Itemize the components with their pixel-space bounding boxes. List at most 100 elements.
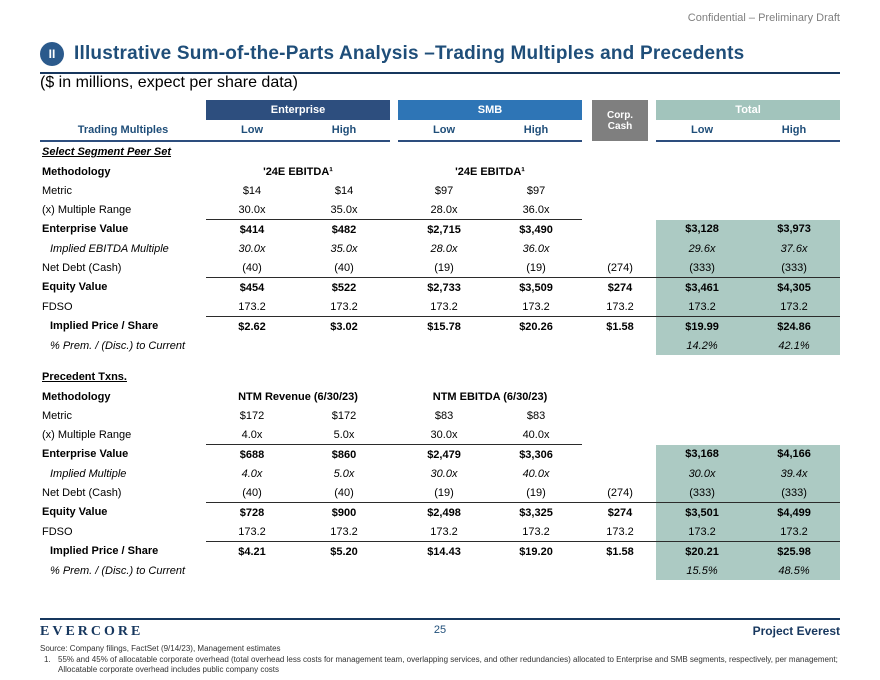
cell: $3,973 <box>748 219 841 239</box>
cell: 28.0x <box>430 203 458 216</box>
cell <box>390 387 398 406</box>
gap-cell <box>648 277 657 297</box>
cell: 15.5% <box>656 561 749 580</box>
cell: 48.5% <box>748 561 841 580</box>
units-note: ($ in millions, expect per share data) <box>40 74 298 91</box>
cell <box>206 561 298 580</box>
methodology-smb: NTM EBITDA (6/30/23) <box>432 390 548 403</box>
cell: 30.0x <box>238 242 266 255</box>
cell: 40.0x <box>522 428 550 441</box>
cell: $20.21 <box>656 541 749 561</box>
cell: $3,501 <box>656 502 749 522</box>
cell: (274) <box>607 261 633 274</box>
gap-cell <box>390 200 398 220</box>
cell <box>298 561 390 580</box>
cell: 28.0x <box>430 242 458 255</box>
gap-cell <box>648 522 656 542</box>
cell: 173.2 <box>238 525 266 538</box>
gap-cell <box>390 406 398 425</box>
cell <box>656 162 840 181</box>
group-total: Total <box>656 100 841 120</box>
table-row: % Prem. / (Disc.) to Current 15.5% 48.5% <box>40 561 841 580</box>
cell: 173.2 <box>330 525 358 538</box>
enterprise-low-header: Low <box>206 120 298 142</box>
cell <box>592 220 648 240</box>
table-row: Equity Value $454 $522 $2,733 $3,509 $274 $3,4… <box>40 277 841 297</box>
gap-cell <box>390 444 399 464</box>
cell: $172 <box>239 409 265 422</box>
cell <box>656 425 748 445</box>
row-label: Enterprise Value <box>42 223 129 236</box>
cell: 29.6x <box>656 239 749 258</box>
table-row: FDSO 173.2 173.2 173.2 173.2 173.2 173.2 173.2 <box>40 297 841 317</box>
total-low-header: Low <box>656 120 749 142</box>
cell: $860 <box>298 444 391 464</box>
cell: $482 <box>298 219 391 239</box>
gap-cell <box>390 239 398 258</box>
cell <box>592 464 648 483</box>
cell: $2,733 <box>398 277 491 297</box>
cell: 173.2 <box>430 300 458 313</box>
gap-cell <box>648 541 657 561</box>
gap-cell <box>582 258 592 278</box>
cell: $522 <box>298 277 391 297</box>
gap-cell <box>648 561 656 580</box>
cell: (274) <box>607 486 633 499</box>
table-row: Implied EBITDA Multiple 30.0x 35.0x 28.0x 36… <box>40 239 841 258</box>
cell: $2,479 <box>398 444 491 464</box>
group-header-row: Enterprise SMB Corp. Cash Total <box>40 100 841 141</box>
methodology-enterprise: NTM Revenue (6/30/23) <box>238 390 358 403</box>
cell: $3,325 <box>490 502 583 522</box>
section-header-row: Precedent Txns. <box>40 367 840 387</box>
gap-cell <box>390 522 398 542</box>
gap-cell <box>648 483 656 503</box>
cell <box>748 406 840 425</box>
cell: 173.2 <box>656 522 749 542</box>
gap-cell <box>582 483 592 503</box>
cell <box>398 336 490 355</box>
row-label: % Prem. / (Disc.) to Current <box>50 564 186 577</box>
cell: 30.0x <box>430 467 458 480</box>
gap-cell <box>582 464 592 483</box>
cell <box>656 387 840 406</box>
cell: 35.0x <box>330 242 358 255</box>
gap-cell <box>390 181 398 200</box>
cell: (40) <box>334 261 354 274</box>
cell <box>592 239 648 258</box>
cell: 30.0x <box>656 464 749 483</box>
gap-cell <box>648 297 656 317</box>
corp-line2: Cash <box>607 120 633 132</box>
sub-header-row: Trading Multiples Low High Low High Low … <box>40 120 841 142</box>
row-label: Equity Value <box>42 506 108 519</box>
gap-cell <box>582 541 593 561</box>
cell: 173.2 <box>606 300 634 313</box>
gap-cell <box>582 522 592 542</box>
cell: $25.98 <box>748 541 841 561</box>
row-label: Implied EBITDA Multiple <box>50 242 169 255</box>
table-row: (x) Multiple Range 30.0x 35.0x 28.0x 36.0x <box>40 200 840 220</box>
footer-rule <box>40 618 840 620</box>
gap-cell <box>648 464 656 483</box>
gap-cell <box>390 219 399 239</box>
section-title: Precedent Txns. <box>42 371 127 383</box>
cell: 4.0x <box>241 467 263 480</box>
cell <box>656 200 748 220</box>
cell: (19) <box>526 261 546 274</box>
row-label: Equity Value <box>42 281 108 294</box>
section-cell: Precedent Txns. <box>40 367 840 387</box>
gap-cell <box>390 483 398 503</box>
gap-cell <box>390 541 399 561</box>
gap-cell <box>648 316 657 336</box>
cell: $274 <box>592 502 649 522</box>
gap-cell <box>390 336 398 355</box>
gap-cell <box>648 445 656 465</box>
table-row: Implied Price / Share $2.62 $3.02 $15.78 $20… <box>40 316 841 336</box>
table-row: Net Debt (Cash) (40) (40) (19) (19) (274) (333… <box>40 483 841 503</box>
table-row: Enterprise Value $688 $860 $2,479 $3,306 $3,1… <box>40 444 841 465</box>
footer-row: EVERCORE 25 Project Everest <box>40 620 840 642</box>
row-label: Methodology <box>42 165 111 178</box>
section-badge: II <box>40 42 64 66</box>
cell: $2.62 <box>206 316 298 336</box>
table-row: Equity Value $728 $900 $2,498 $3,325 $274 $3,5… <box>40 502 841 522</box>
cell: (40) <box>242 261 262 274</box>
